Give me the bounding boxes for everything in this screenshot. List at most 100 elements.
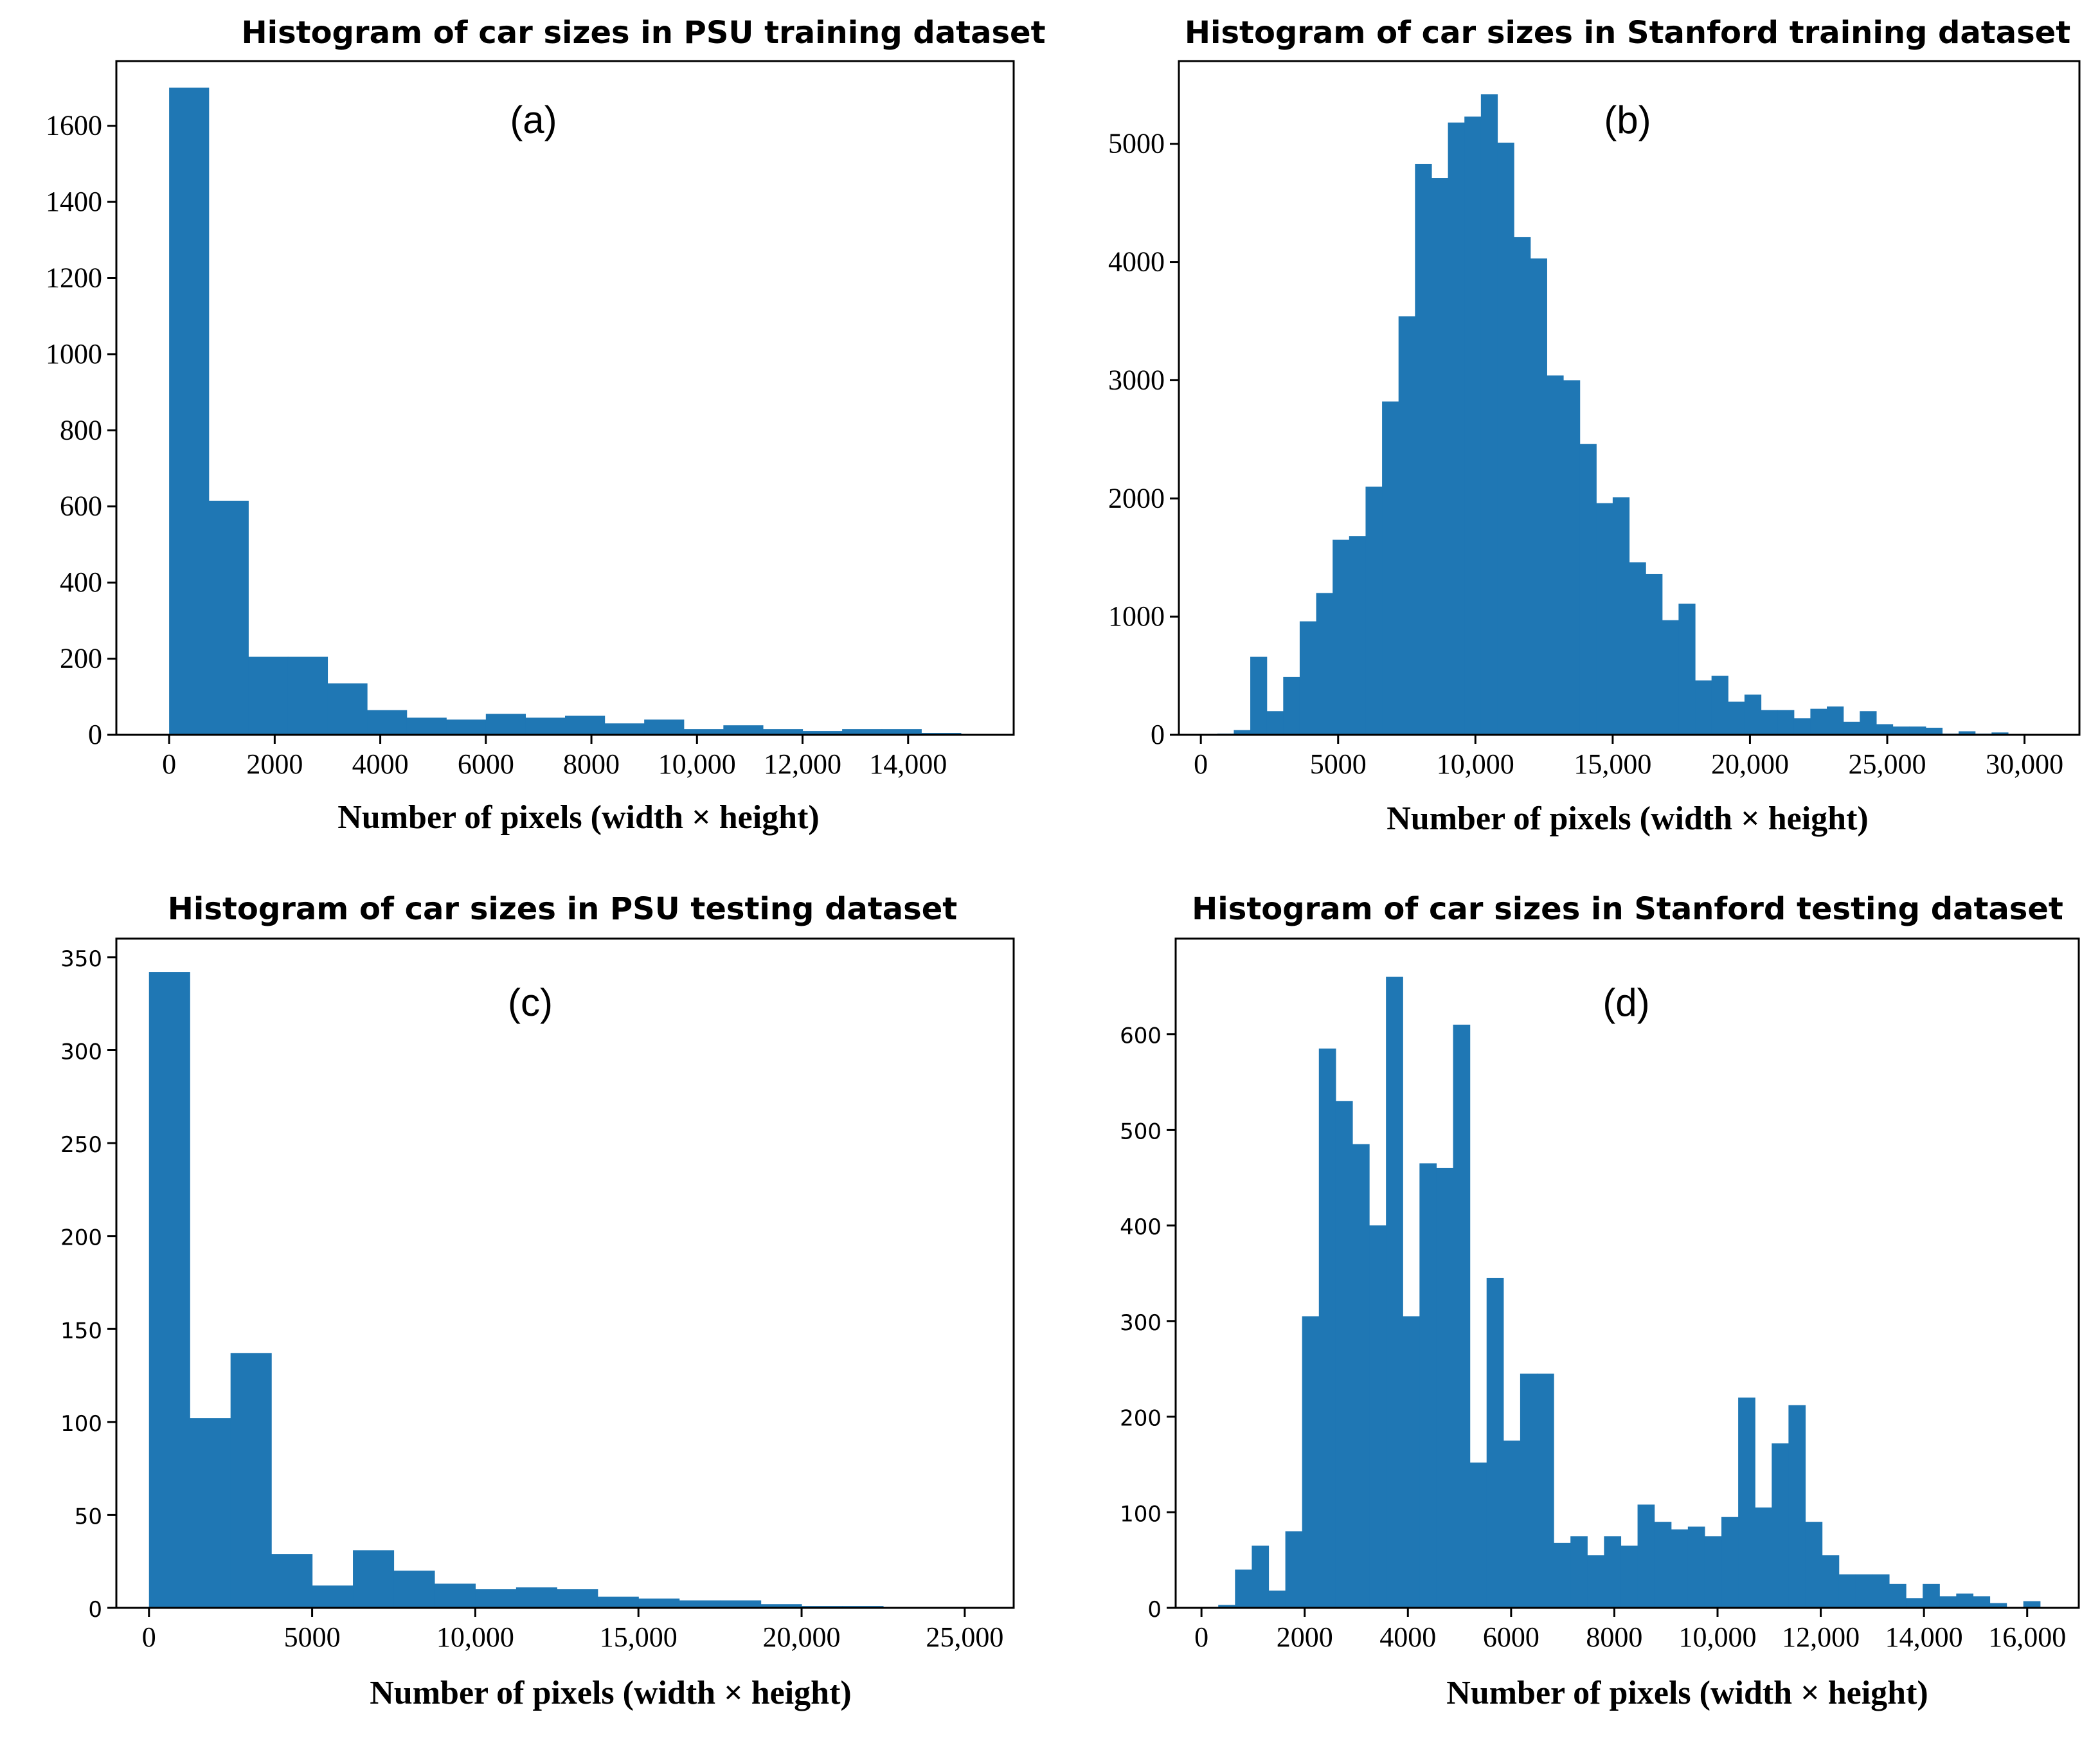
y-tick-label: 400	[60, 566, 102, 598]
histogram-bar	[1530, 258, 1547, 735]
histogram-bar	[1369, 1225, 1387, 1608]
histogram-bar	[1480, 94, 1498, 735]
x-tick-label: 15,000	[1574, 748, 1651, 780]
plot-frame	[115, 937, 1015, 1609]
histogram-bar	[208, 500, 249, 735]
panel-d: Histogram of car sizes in Stanford testi…	[1120, 891, 2080, 1711]
x-tick-label: 5000	[284, 1621, 341, 1653]
histogram-bar	[1728, 701, 1745, 735]
y-axis-ticks: 0 200 400 600 800 1000 1200 1400 1600	[46, 110, 116, 750]
x-tick-label: 20,000	[1711, 748, 1789, 780]
panel-a: Histogram of car sizes in PSU training d…	[46, 15, 1046, 836]
histogram-bar	[434, 1583, 476, 1608]
y-tick-label: 600	[1120, 1023, 1162, 1049]
y-tick-label: 3000	[1108, 364, 1165, 395]
y-tick-label: 1000	[1108, 600, 1165, 632]
histogram-bar	[1299, 621, 1317, 735]
histogram-bar	[597, 1596, 639, 1608]
histogram-bar	[683, 729, 724, 735]
histogram-bar	[1587, 1555, 1604, 1608]
histogram-bar	[1250, 656, 1268, 735]
histogram-bar	[1431, 178, 1449, 735]
x-tick-label: 0	[1194, 748, 1208, 780]
histogram-bar	[1316, 593, 1333, 735]
histogram-bar	[1793, 718, 1811, 735]
x-tick-label: 6000	[458, 748, 514, 780]
chart-title: Histogram of car sizes in Stanford train…	[1185, 15, 2070, 51]
histogram-bar	[1777, 710, 1795, 735]
histogram-bar	[169, 87, 210, 735]
histogram-bar	[271, 1554, 313, 1608]
histogram-bar	[1838, 1574, 1856, 1608]
histogram-bar	[1352, 1144, 1370, 1608]
histogram-bar	[1925, 727, 1943, 735]
histogram-bar	[723, 725, 764, 735]
y-tick-label: 0	[88, 1597, 102, 1623]
histogram-bar	[1876, 724, 1894, 735]
histogram-bar	[2023, 1601, 2041, 1608]
y-tick-label: 1600	[46, 110, 102, 141]
plot-frame	[1174, 937, 2080, 1609]
histogram-bar	[679, 1600, 721, 1608]
x-tick-label: 0	[162, 748, 176, 780]
x-tick-label: 6000	[1483, 1621, 1539, 1653]
histogram-bar	[1772, 1443, 1789, 1608]
x-tick-label: 10,000	[1679, 1621, 1757, 1653]
x-tick-label: 8000	[563, 748, 620, 780]
y-tick-label: 1000	[46, 338, 102, 370]
x-tick-label: 15,000	[600, 1621, 678, 1653]
histogram-bar	[1860, 711, 1877, 735]
histogram-bar	[1959, 731, 1976, 735]
histogram-bar	[1711, 676, 1728, 735]
histogram-bar	[353, 1550, 395, 1608]
plot-frame	[115, 60, 1015, 736]
x-tick-label: 14,000	[1885, 1621, 1963, 1653]
histogram-bar	[1596, 503, 1613, 735]
y-tick-label: 2000	[1108, 482, 1165, 514]
histogram-bar	[1218, 1605, 1235, 1608]
bars	[148, 972, 884, 1608]
y-tick-label: 400	[1120, 1214, 1162, 1240]
bars	[1217, 94, 2009, 735]
y-tick-label: 100	[60, 1411, 102, 1437]
histogram-bar	[1646, 573, 1663, 735]
histogram-bar	[1335, 1101, 1353, 1608]
x-tick-label: 5000	[1310, 748, 1367, 780]
histogram-bar	[1939, 1596, 1957, 1608]
x-tick-label: 10,000	[1437, 748, 1514, 780]
histogram-bar	[644, 719, 685, 735]
histogram-bar	[393, 1571, 435, 1608]
x-axis-label: Number of pixels (width × height)	[370, 1675, 851, 1711]
x-tick-label: 0	[1194, 1621, 1208, 1653]
x-tick-label: 4000	[352, 748, 409, 780]
y-tick-label: 600	[60, 491, 102, 522]
histogram-bar	[1892, 726, 1910, 735]
histogram-bar	[1810, 708, 1827, 735]
chart-title: Histogram of car sizes in PSU training d…	[241, 15, 1045, 51]
histogram-bar	[525, 717, 566, 735]
histogram-bar	[638, 1598, 680, 1608]
y-tick-label: 0	[1151, 719, 1165, 750]
histogram-bar	[1855, 1574, 1873, 1608]
histogram-bar	[1234, 730, 1251, 735]
panel-c: Histogram of car sizes in PSU testing da…	[60, 891, 1015, 1711]
histogram-bar	[1386, 977, 1403, 1608]
histogram-bar	[1973, 1596, 1991, 1608]
histogram-bar	[1671, 1529, 1689, 1608]
histogram-bar	[475, 1589, 517, 1608]
chart-title: Histogram of car sizes in PSU testing da…	[168, 891, 958, 927]
histogram-bar	[148, 972, 190, 1608]
histogram-bar	[367, 710, 408, 735]
bars	[1218, 977, 2041, 1608]
histogram-bar	[1755, 1507, 1772, 1608]
chart-title: Histogram of car sizes in Stanford testi…	[1192, 891, 2063, 927]
histogram-bar	[406, 717, 447, 735]
y-tick-label: 300	[1120, 1310, 1162, 1336]
histogram-bar	[1318, 1049, 1336, 1608]
y-tick-label: 4000	[1108, 246, 1165, 278]
histogram-bar	[1909, 726, 1926, 735]
histogram-bar	[760, 1604, 802, 1608]
x-tick-label: 0	[142, 1621, 156, 1653]
x-tick-label: 2000	[1277, 1621, 1333, 1653]
histogram-bar	[1448, 122, 1465, 735]
